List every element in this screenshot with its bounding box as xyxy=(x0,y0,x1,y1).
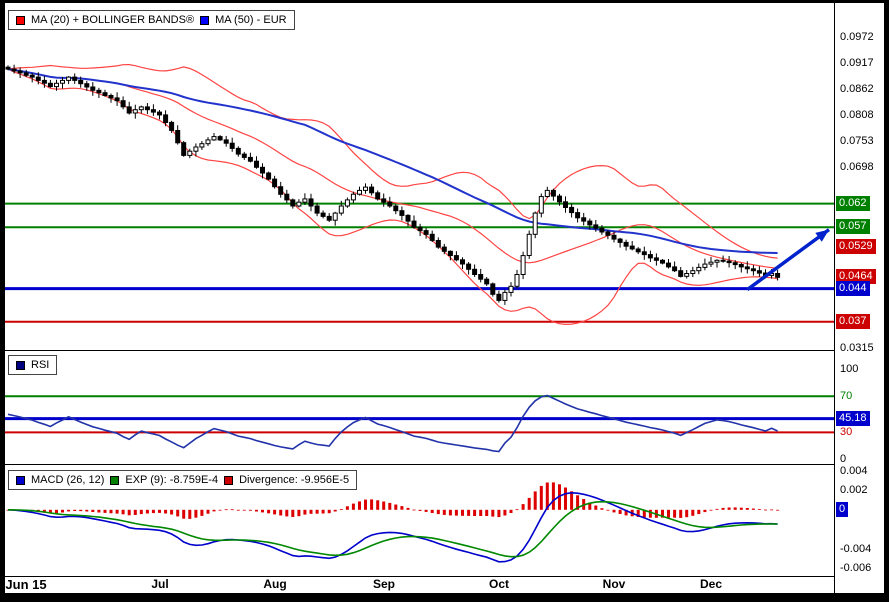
rsi-label: RSI xyxy=(31,359,50,371)
price-badge-0.0464: 0.0464 xyxy=(836,269,876,284)
plot-axis-separator xyxy=(834,3,835,593)
divergence-swatch-icon xyxy=(224,475,234,485)
macd-label: MACD (26, 12) xyxy=(31,474,105,486)
rsi-tick-100: 100 xyxy=(840,363,859,375)
price-axis-column: 0.0972 0.0917 0.0862 0.0808 0.0753 0.0698 0.03… xyxy=(836,0,888,593)
exp-signal-swatch-icon xyxy=(110,475,120,485)
x-label-nov: Nov xyxy=(602,577,626,591)
ma50-swatch-icon xyxy=(200,15,210,25)
rsi-swatch-icon xyxy=(16,360,25,370)
ma20-bollinger-label: MA (20) + BOLLINGER BANDS® xyxy=(31,14,195,26)
rsi-current-badge: 45.18 xyxy=(836,411,870,426)
x-label-oct: Oct xyxy=(488,577,510,591)
x-label-jul: Jul xyxy=(151,577,169,591)
macd-axis-divider xyxy=(5,576,834,577)
candlesticks xyxy=(5,64,781,305)
price-badge-0.0529: 0.0529 xyxy=(836,239,876,254)
bollinger-upper-line xyxy=(7,63,778,259)
frame-top xyxy=(0,0,889,3)
rsi-tick-30: 30 xyxy=(840,426,853,438)
ma50-line xyxy=(7,68,778,254)
price-legend: MA (20) + BOLLINGER BANDS® MA (50) - EUR xyxy=(8,10,295,30)
price-badge-0.044: 0.044 xyxy=(836,281,870,296)
price-tick-0.0698: 0.0698 xyxy=(840,161,874,173)
rsi-tick-0: 0 xyxy=(840,453,847,465)
trend-arrow-line[interactable] xyxy=(746,228,831,292)
macd-chart-canvas[interactable] xyxy=(5,465,834,576)
exp-signal-label: EXP (9): -8.759E-4 xyxy=(125,474,219,486)
macd-line xyxy=(7,491,778,563)
macd-swatch-icon xyxy=(16,475,25,485)
price-tick-0.0808: 0.0808 xyxy=(840,109,874,121)
price-tick-0.0917: 0.0917 xyxy=(840,57,874,69)
x-label-jun-15: Jun 15 xyxy=(5,577,47,592)
rsi-macd-divider xyxy=(5,464,834,465)
price-chart-canvas[interactable] xyxy=(5,3,834,350)
macd-legend: MACD (26, 12) EXP (9): -8.759E-4 Diverge… xyxy=(8,470,358,490)
divergence-label: Divergence: -9.956E-5 xyxy=(239,474,350,486)
price-badge-0.037: 0.037 xyxy=(836,314,870,329)
macd-tick--0.004: -0.004 xyxy=(840,543,872,555)
price-tick-0.0753: 0.0753 xyxy=(840,135,874,147)
price-tick-0.0972: 0.0972 xyxy=(840,31,874,43)
rsi-legend: RSI xyxy=(8,355,58,375)
price-tick-0.0862: 0.0862 xyxy=(840,83,874,95)
rsi-tick-70: 70 xyxy=(840,390,853,402)
macd-tick-0.004: 0.004 xyxy=(840,465,868,477)
rsi-chart-canvas[interactable] xyxy=(5,351,834,464)
rsi-line xyxy=(7,394,778,453)
macd-zero-badge: 0 xyxy=(836,502,849,517)
price-badge-0.062: 0.062 xyxy=(836,196,870,211)
ma50-label: MA (50) - EUR xyxy=(215,14,287,26)
x-label-aug: Aug xyxy=(263,577,287,591)
x-label-sep: Sep xyxy=(372,577,396,591)
frame-bottom xyxy=(0,593,889,602)
price-tick-0.0315: 0.0315 xyxy=(840,342,874,354)
macd-tick--0.006: -0.006 xyxy=(840,562,872,574)
x-label-dec: Dec xyxy=(699,577,723,591)
price-badge-0.057: 0.057 xyxy=(836,219,870,234)
exp-signal-line xyxy=(7,500,778,558)
macd-tick-0.002: 0.002 xyxy=(840,484,868,496)
bollinger-middle-line xyxy=(7,68,778,270)
frame-right xyxy=(884,0,889,602)
frame-left xyxy=(0,0,5,602)
time-axis: Jun 15 Jul Aug Sep Oct Nov Dec xyxy=(0,575,889,593)
trend-arrow-head-icon[interactable] xyxy=(815,229,829,242)
price-rsi-divider xyxy=(5,350,834,351)
ma20-bollinger-swatch-icon xyxy=(16,15,25,25)
